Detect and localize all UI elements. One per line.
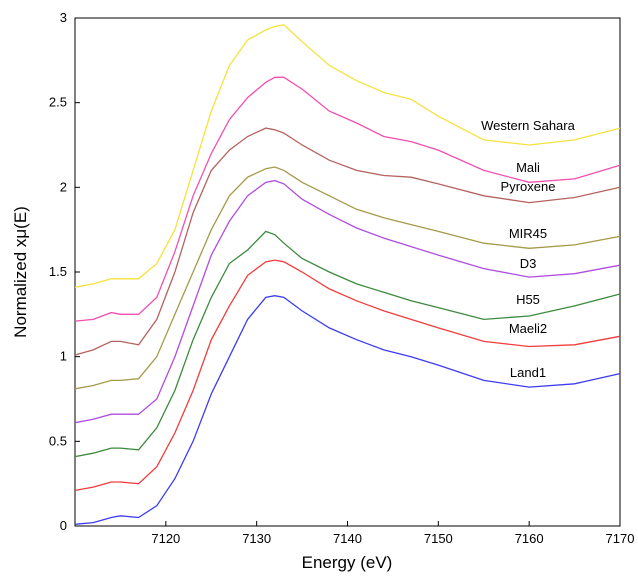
series-label: Mali bbox=[516, 160, 540, 175]
series-line bbox=[74, 259, 621, 492]
x-tick-label: 7130 bbox=[242, 531, 271, 546]
series-line bbox=[74, 127, 621, 356]
x-tick-label: 7140 bbox=[333, 531, 362, 546]
x-tick-label: 7170 bbox=[606, 531, 635, 546]
x-tick-label: 7120 bbox=[151, 531, 180, 546]
y-tick-label: 2 bbox=[60, 179, 67, 194]
series-label: Western Sahara bbox=[481, 118, 575, 133]
plot-frame bbox=[74, 17, 621, 527]
y-tick-label: 3 bbox=[60, 10, 67, 25]
x-tick-label: 7150 bbox=[424, 531, 453, 546]
y-tick-label: 1 bbox=[60, 349, 67, 364]
series-label: Maeli2 bbox=[509, 321, 547, 336]
series-label: H55 bbox=[516, 292, 540, 307]
y-tick-label: 2.5 bbox=[49, 95, 67, 110]
series-line bbox=[74, 76, 621, 322]
x-axis-title: Energy (eV) bbox=[302, 553, 393, 572]
y-tick-label: 0.5 bbox=[49, 433, 67, 448]
series-label: Land1 bbox=[510, 365, 546, 380]
y-tick-label: 1.5 bbox=[49, 264, 67, 279]
y-tick-label: 0 bbox=[60, 518, 67, 533]
series-line bbox=[74, 179, 621, 424]
series-line bbox=[74, 295, 621, 525]
series-label: Pyroxene bbox=[501, 179, 556, 194]
x-tick-label: 7160 bbox=[515, 531, 544, 546]
series-label: D3 bbox=[520, 256, 537, 271]
series-line bbox=[74, 24, 621, 288]
series-line bbox=[74, 166, 621, 390]
series-line bbox=[74, 230, 621, 458]
series-label: MIR45 bbox=[509, 226, 547, 241]
y-axis-title: Normalized xμ(E) bbox=[11, 206, 30, 338]
